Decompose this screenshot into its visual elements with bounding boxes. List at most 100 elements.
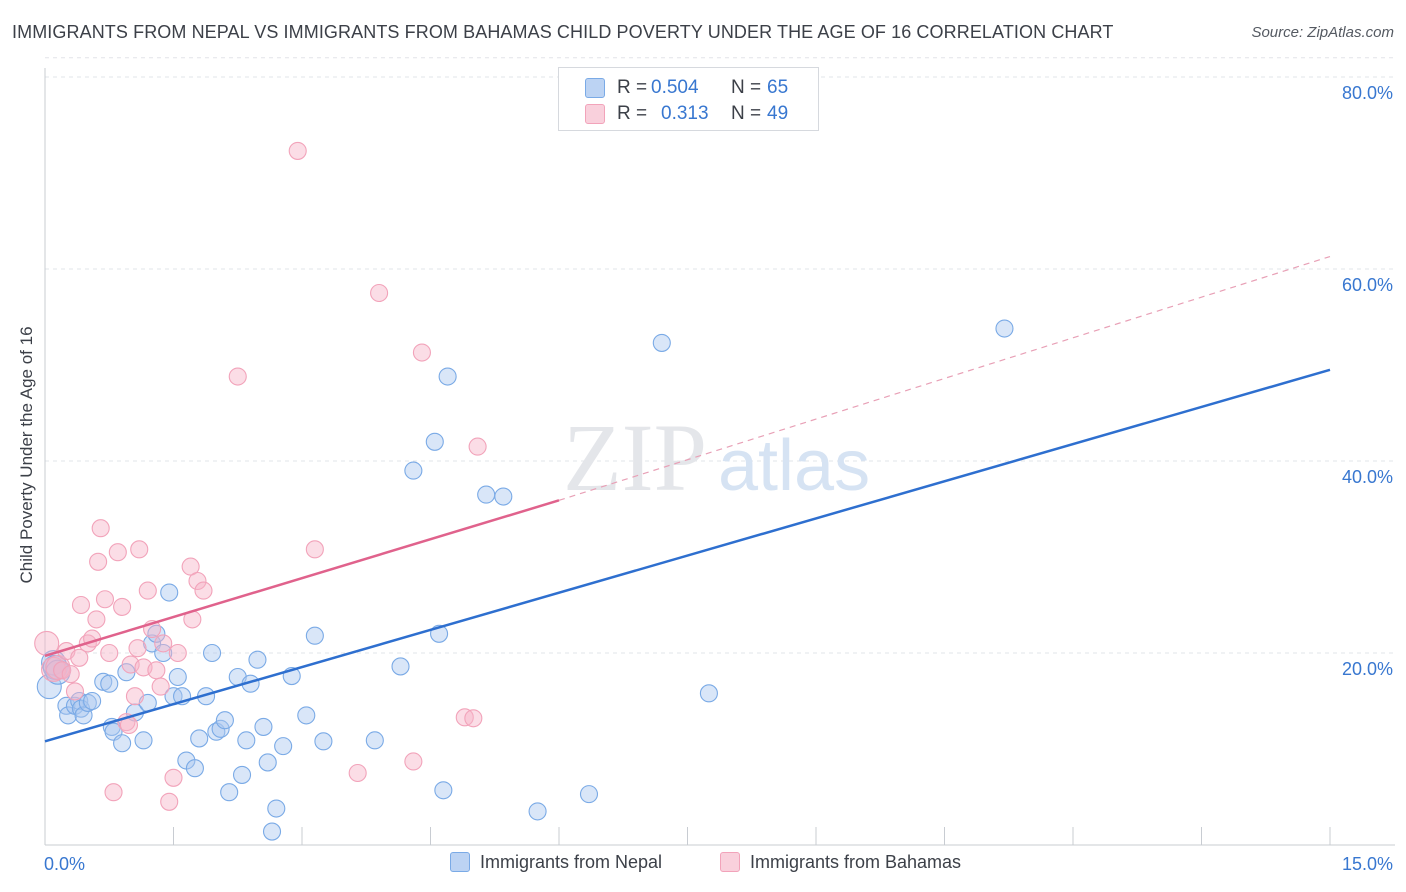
- data-point: [288, 141, 307, 160]
- data-point: [61, 665, 80, 684]
- data-point: [168, 643, 187, 663]
- axes: [44, 68, 1395, 846]
- data-point: [274, 737, 293, 756]
- bottom-legend-swatch-nepal: [450, 852, 470, 872]
- bottom-legend-label-nepal: Immigrants from Nepal: [480, 852, 663, 872]
- legend-swatch-bahamas: [585, 104, 605, 124]
- data-point: [138, 581, 157, 600]
- legend-r-value-bahamas: 0.313: [661, 103, 709, 124]
- source-label: Source: ZipAtlas.com: [1251, 24, 1394, 41]
- data-point: [104, 783, 123, 802]
- data-point: [434, 781, 453, 800]
- trend-line-bahamas-extension: [558, 255, 1331, 501]
- x-tick-label: 0.0%: [44, 854, 85, 874]
- data-point: [391, 657, 410, 676]
- data-point: [699, 684, 718, 703]
- data-point: [100, 674, 119, 693]
- data-point: [232, 765, 252, 784]
- watermark-zip: ZIP: [563, 404, 707, 511]
- bottom-legend-label-bahamas: Immigrants from Bahamas: [750, 852, 962, 872]
- data-points: [34, 141, 1014, 841]
- data-point: [188, 571, 207, 591]
- watermark-atlas: atlas: [718, 426, 870, 506]
- x-tick-label: 15.0%: [1342, 854, 1393, 874]
- data-point: [130, 540, 149, 559]
- trend-line-bahamas: [44, 499, 560, 658]
- y-tick-label: 80.0%: [1342, 83, 1393, 103]
- data-point: [579, 785, 599, 804]
- y-tick-label: 20.0%: [1342, 659, 1393, 679]
- legend-swatch-nepal: [585, 78, 605, 98]
- data-point: [151, 677, 170, 696]
- data-point: [147, 661, 166, 680]
- data-point: [494, 487, 513, 506]
- legend-n-label: N =: [731, 77, 762, 98]
- legend-r-value-nepal: 0.504: [651, 77, 699, 98]
- trend-lines: [44, 255, 1331, 743]
- gridlines: [45, 57, 1395, 654]
- data-point: [412, 343, 431, 362]
- data-point: [83, 691, 102, 711]
- data-point: [404, 752, 423, 771]
- data-point: [160, 792, 179, 811]
- data-point: [95, 590, 115, 609]
- data-point: [305, 540, 324, 559]
- data-point: [154, 634, 173, 653]
- data-point: [168, 667, 187, 687]
- data-point: [370, 283, 389, 303]
- data-point: [237, 731, 256, 750]
- correlation-legend: R = 0.504 N = 65 R = 0.313 N = 49: [558, 67, 819, 131]
- data-point: [262, 822, 282, 841]
- data-point: [108, 543, 127, 562]
- data-point: [258, 753, 277, 772]
- bottom-legend-swatch-bahamas: [720, 852, 740, 872]
- data-point: [348, 763, 367, 783]
- y-tick-label: 60.0%: [1342, 275, 1393, 295]
- data-point: [194, 581, 213, 600]
- y-tick-label: 40.0%: [1342, 467, 1393, 487]
- data-point: [248, 650, 267, 669]
- data-point: [528, 802, 547, 821]
- data-point: [100, 643, 119, 663]
- bottom-legend-bahamas: Immigrants from Bahamas: [720, 852, 961, 873]
- series-bahamas-points: [34, 141, 487, 811]
- data-point: [267, 799, 286, 818]
- data-point: [404, 461, 423, 480]
- watermark: ZIP atlas: [563, 404, 870, 511]
- data-point: [89, 552, 108, 571]
- series-nepal-points: [36, 319, 1014, 841]
- y-axis-label: Child Poverty Under the Age of 16: [17, 326, 36, 584]
- data-point: [71, 595, 91, 615]
- data-point: [113, 734, 132, 753]
- trend-line-nepal: [44, 368, 1331, 743]
- data-point: [65, 682, 85, 701]
- data-point: [464, 709, 483, 728]
- chart-title: IMMIGRANTS FROM NEPAL VS IMMIGRANTS FROM…: [12, 22, 1114, 42]
- data-point: [365, 731, 384, 750]
- data-point: [477, 485, 496, 504]
- legend-n-value-bahamas: 49: [767, 103, 789, 124]
- data-point: [314, 732, 333, 751]
- data-point: [160, 583, 179, 602]
- data-point: [190, 729, 209, 748]
- data-point: [128, 639, 147, 658]
- data-point: [425, 432, 444, 451]
- data-point: [185, 759, 204, 778]
- data-point: [134, 731, 153, 750]
- legend-r-label: R =: [617, 103, 648, 124]
- data-point: [220, 783, 239, 802]
- data-point: [36, 674, 62, 700]
- data-point: [211, 719, 230, 738]
- data-point: [215, 711, 234, 730]
- legend-r-label: R =: [617, 77, 648, 98]
- data-point: [438, 367, 457, 386]
- bottom-legend-nepal: Immigrants from Nepal: [450, 852, 662, 873]
- data-point: [70, 648, 89, 667]
- data-point: [53, 661, 72, 680]
- data-point: [154, 643, 173, 663]
- data-point: [652, 333, 671, 352]
- data-point: [125, 687, 144, 706]
- legend-n-label: N =: [731, 103, 762, 124]
- data-point: [91, 519, 110, 538]
